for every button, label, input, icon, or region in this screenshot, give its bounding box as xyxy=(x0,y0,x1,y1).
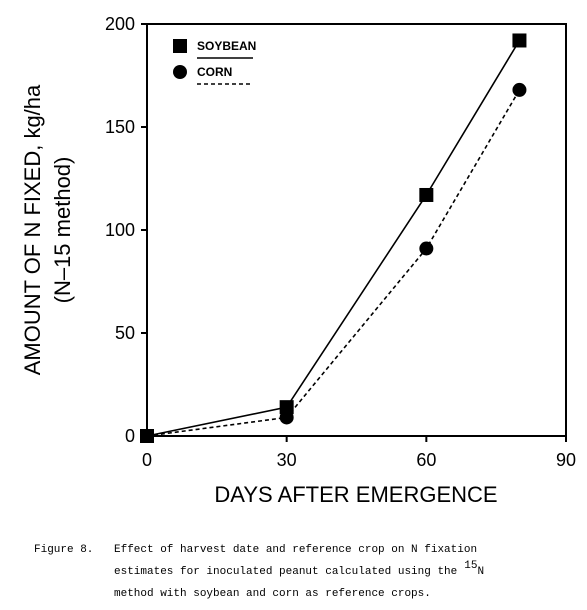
y-tick-label: 0 xyxy=(125,426,135,446)
marker xyxy=(512,33,527,48)
y-axis-label: AMOUNT OF N FIXED, kg/ha xyxy=(20,84,45,375)
legend-marker xyxy=(173,65,187,79)
x-tick-label: 60 xyxy=(416,450,436,470)
legend-label: CORN xyxy=(197,65,232,79)
x-tick-label: 0 xyxy=(142,450,152,470)
y-tick-label: 150 xyxy=(105,117,135,137)
series-line xyxy=(146,89,521,437)
marker xyxy=(419,241,434,256)
y-tick-label: 200 xyxy=(105,14,135,34)
caption-line: estimates for inoculated peanut calculat… xyxy=(114,560,484,578)
plot-frame xyxy=(146,23,567,437)
caption-text: N xyxy=(477,566,484,578)
caption-label: Figure 8. xyxy=(34,544,93,556)
x-tick-label: 90 xyxy=(556,450,576,470)
legend-marker xyxy=(173,39,187,53)
caption-line: Effect of harvest date and reference cro… xyxy=(114,544,477,556)
marker xyxy=(419,187,434,202)
series-line xyxy=(146,40,521,437)
x-tick-label: 30 xyxy=(277,450,297,470)
marker xyxy=(279,400,294,415)
y-tick-label: 50 xyxy=(115,323,135,343)
marker xyxy=(279,410,294,425)
caption-text: estimates for inoculated peanut calculat… xyxy=(114,566,457,578)
marker xyxy=(140,429,154,443)
y-tick-label: 100 xyxy=(105,220,135,240)
caption-superscript: 15 xyxy=(464,560,477,572)
x-axis-label: DAYS AFTER EMERGENCE xyxy=(214,482,497,507)
caption-line: method with soybean and corn as referenc… xyxy=(114,588,431,600)
legend-label: SOYBEAN xyxy=(197,39,256,53)
marker xyxy=(512,82,527,97)
y-axis-label: (N–15 method) xyxy=(50,157,75,304)
